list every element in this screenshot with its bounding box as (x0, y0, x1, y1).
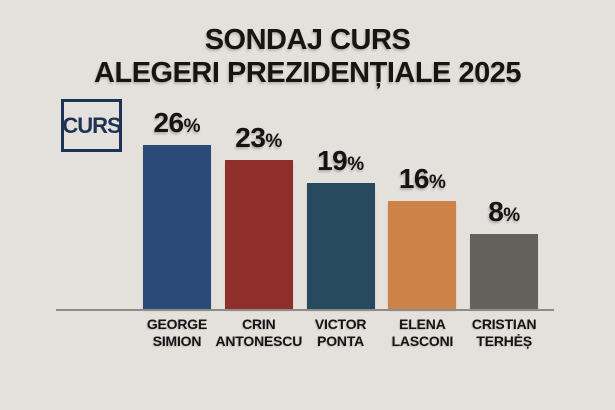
percent-sign: % (429, 172, 446, 193)
category-label-line1: ELENA (399, 316, 446, 332)
bar-george-simion (143, 145, 211, 309)
value-number: 26 (153, 107, 184, 138)
percent-sign: % (347, 154, 365, 175)
chart-title: SONDAJ CURS ALEGERI PREZIDENȚIALE 2025 (0, 24, 615, 90)
value-label-elena-lasconi: 16% (399, 165, 446, 197)
category-label-victor-ponta: VICTOR PONTA (281, 316, 401, 350)
bar-cristian-terh- (470, 234, 539, 309)
category-label-line1: CRIN (242, 316, 276, 332)
value-number: 16 (398, 163, 430, 194)
curs-logo: CURS (61, 99, 122, 152)
value-number: 8 (488, 196, 504, 227)
category-label-line1: CRISTIAN (471, 316, 537, 332)
percent-sign: % (503, 205, 521, 226)
category-label-line2: TERHĖȘ (476, 333, 532, 349)
x-axis-line (56, 309, 554, 311)
bar-group-victor-ponta: 19% (306, 147, 375, 309)
percent-sign: % (183, 116, 201, 137)
percent-sign: % (265, 131, 283, 152)
chart-title-line1: SONDAJ CURS (204, 24, 411, 56)
bar-elena-lasconi (388, 201, 457, 309)
value-number: 19 (317, 145, 348, 176)
bar-group-george-simion: 26% (143, 109, 211, 309)
category-label-line2: LASCONI (391, 333, 454, 349)
category-label-elena-lasconi: ELENA LASCONI (362, 316, 482, 350)
category-label-line2: PONTA (317, 333, 365, 349)
bar-crin-antonescu (224, 160, 293, 309)
value-label-victor-ponta: 19% (317, 147, 364, 179)
chart-title-line2: ALEGERI PREZIDENȚIALE 2025 (94, 57, 521, 89)
bar-group-elena-lasconi: 16% (388, 165, 457, 309)
value-label-george-simion: 26% (153, 109, 200, 141)
bar-victor-ponta (306, 183, 375, 309)
category-label-line2: ANTONESCU (215, 333, 303, 349)
category-label-cristian-terh-: CRISTIAN TERHĖȘ (444, 316, 564, 350)
value-label-cristian-terh-: 8% (488, 198, 520, 230)
value-number: 23 (235, 122, 266, 153)
category-label-line1: VICTOR (314, 316, 367, 332)
bar-group-crin-antonescu: 23% (224, 124, 293, 309)
category-label-line1: GEORGE (146, 316, 208, 332)
curs-logo-text: CURS (62, 112, 121, 138)
category-label-george-simion: GEORGE SIMION (117, 316, 237, 350)
category-label-line2: SIMION (152, 333, 202, 349)
category-label-crin-antonescu: CRIN ANTONESCU (199, 316, 319, 350)
bar-group-cristian-terh-: 8% (470, 198, 539, 309)
value-label-crin-antonescu: 23% (235, 124, 282, 156)
